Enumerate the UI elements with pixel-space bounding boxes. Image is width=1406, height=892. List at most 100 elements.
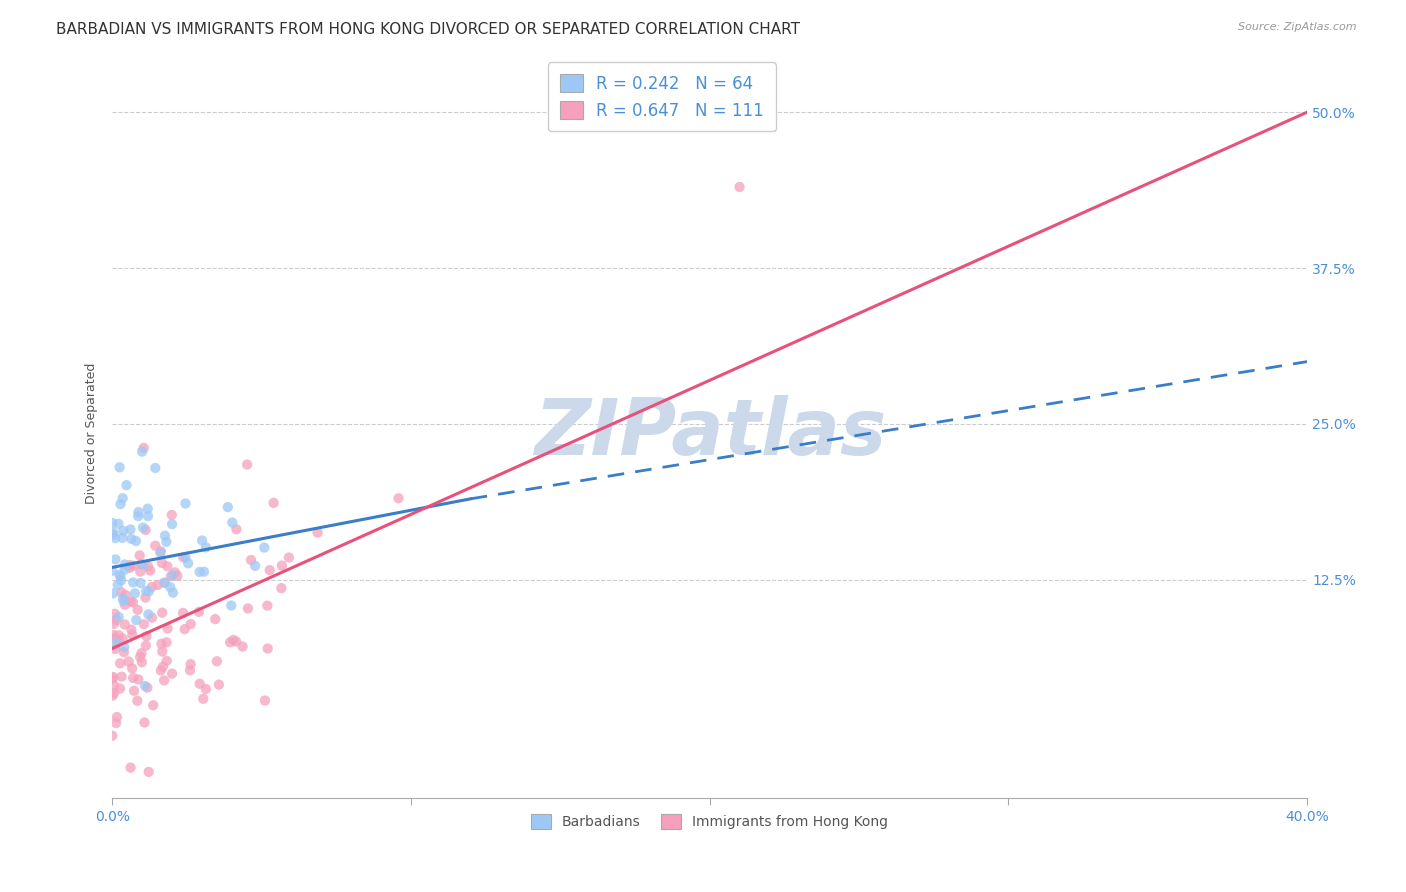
Point	[111, 632, 134, 646]
Point	[129, 576, 152, 591]
Point	[134, 591, 156, 605]
Point	[205, 654, 228, 668]
Point	[112, 645, 135, 659]
Point	[139, 564, 162, 578]
Point	[108, 567, 131, 582]
Point	[120, 761, 142, 775]
Point	[180, 657, 202, 672]
Point	[120, 532, 142, 546]
Point	[172, 606, 194, 620]
Point	[108, 681, 131, 696]
Point	[128, 549, 150, 563]
Point	[131, 655, 153, 669]
Point	[114, 598, 136, 612]
Point	[120, 594, 142, 608]
Point	[256, 599, 278, 613]
Point	[114, 558, 136, 572]
Point	[122, 683, 145, 698]
Point	[142, 698, 165, 713]
Point	[105, 710, 128, 724]
Point	[135, 629, 157, 643]
Point	[104, 642, 127, 657]
Point	[120, 558, 142, 573]
Point	[177, 557, 200, 571]
Point	[156, 654, 179, 668]
Point	[114, 617, 136, 632]
Point	[124, 586, 146, 600]
Point	[152, 659, 174, 673]
Point	[110, 574, 132, 588]
Point	[219, 599, 242, 613]
Point	[263, 496, 285, 510]
Point	[122, 595, 145, 609]
Point	[132, 441, 155, 455]
Point	[236, 458, 259, 472]
Point	[108, 628, 131, 642]
Point	[219, 635, 242, 649]
Point	[103, 628, 125, 642]
Point	[136, 559, 159, 574]
Point	[194, 681, 217, 696]
Point	[110, 569, 132, 583]
Point	[112, 524, 135, 538]
Point	[135, 523, 157, 537]
Point	[101, 632, 124, 646]
Point	[153, 673, 176, 688]
Point	[217, 500, 239, 515]
Legend: Barbadians, Immigrants from Hong Kong: Barbadians, Immigrants from Hong Kong	[526, 809, 894, 835]
Point	[243, 558, 266, 573]
Point	[110, 670, 132, 684]
Point	[277, 550, 299, 565]
Point	[131, 646, 153, 660]
Point	[127, 673, 149, 687]
Point	[138, 584, 160, 599]
Point	[136, 501, 159, 516]
Point	[141, 580, 163, 594]
Point	[103, 678, 125, 692]
Point	[108, 657, 131, 671]
Point	[105, 716, 128, 731]
Point	[101, 672, 124, 686]
Point	[114, 563, 136, 577]
Point	[101, 516, 124, 530]
Point	[120, 523, 142, 537]
Point	[145, 539, 167, 553]
Point	[150, 644, 173, 658]
Point	[191, 533, 214, 548]
Point	[105, 613, 128, 627]
Text: BARBADIAN VS IMMIGRANTS FROM HONG KONG DIVORCED OR SEPARATED CORRELATION CHART: BARBADIAN VS IMMIGRANTS FROM HONG KONG D…	[56, 22, 800, 37]
Point	[174, 496, 197, 510]
Point	[149, 546, 172, 560]
Text: ZIPatlas: ZIPatlas	[533, 395, 886, 471]
Point	[132, 558, 155, 572]
Point	[135, 639, 157, 653]
Point	[193, 565, 215, 579]
Point	[155, 635, 177, 649]
Point	[127, 603, 149, 617]
Point	[114, 588, 136, 602]
Point	[146, 578, 169, 592]
Point	[149, 544, 172, 558]
Point	[231, 640, 253, 654]
Point	[174, 550, 197, 565]
Point	[127, 509, 149, 524]
Point	[135, 584, 157, 599]
Point	[136, 509, 159, 524]
Point	[172, 550, 194, 565]
Point	[104, 607, 127, 621]
Point	[150, 637, 173, 651]
Point	[125, 613, 148, 627]
Point	[105, 636, 128, 650]
Point	[127, 505, 149, 519]
Point	[103, 616, 125, 631]
Point	[160, 508, 183, 522]
Point	[132, 617, 155, 632]
Point	[179, 663, 201, 677]
Point	[101, 586, 124, 600]
Point	[153, 575, 176, 590]
Point	[103, 525, 125, 540]
Point	[143, 461, 166, 475]
Point	[180, 617, 202, 632]
Point	[107, 610, 129, 624]
Point	[728, 180, 751, 194]
